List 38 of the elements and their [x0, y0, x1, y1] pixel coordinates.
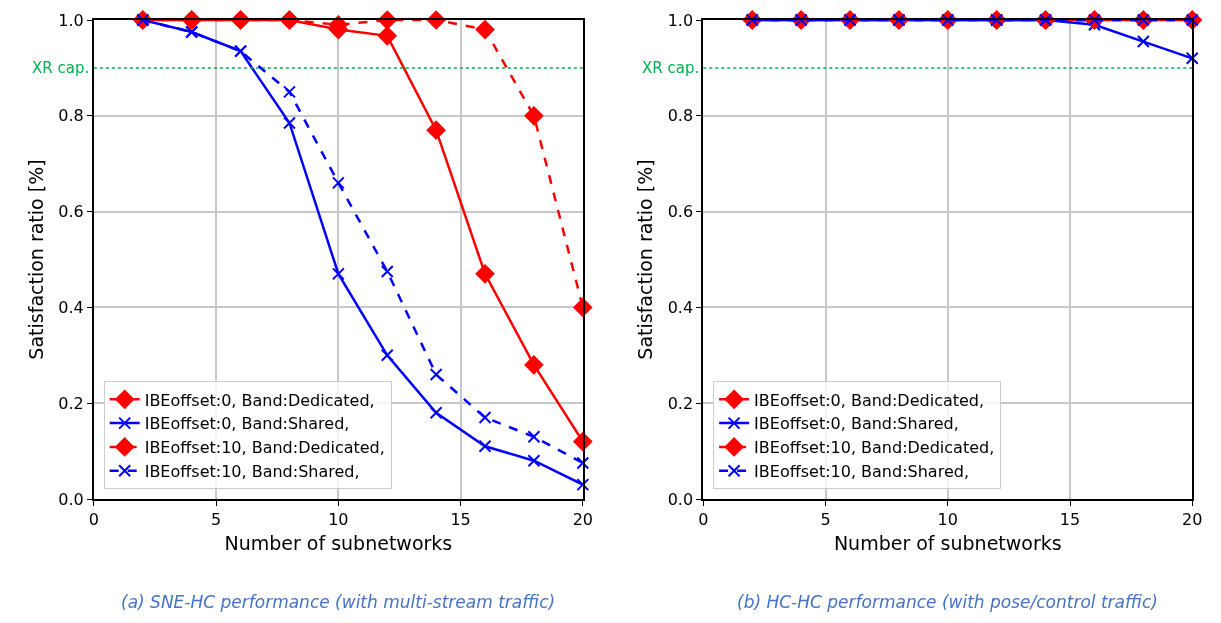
- y-tick-label: 0.4: [667, 298, 694, 317]
- x-axis-title: Number of subnetworks: [833, 531, 1062, 554]
- y-tick-label: 0.4: [58, 298, 84, 317]
- ref-line-label: XR cap.: [642, 59, 700, 77]
- y-tick-label: 0.0: [58, 489, 84, 509]
- x-axis-title: Number of subnetworks: [224, 531, 453, 554]
- legend-label: IBEoffset:10, Band:Dedicated,: [144, 438, 385, 458]
- y-tick-label: 0.2: [58, 393, 84, 413]
- y-tick-label: 0.8: [667, 106, 694, 126]
- x-tick-label: 0: [88, 510, 99, 530]
- y-tick-label: 1.0: [667, 10, 694, 30]
- x-tick-label: 10: [937, 510, 958, 530]
- text: (b) HC-HC performance (with pose/control traffic): [737, 592, 1158, 612]
- x-tick-label: 15: [450, 510, 471, 530]
- x-tick-label: 5: [820, 510, 831, 530]
- legend-label: IBEoffset:0, Band:Shared,: [144, 414, 350, 434]
- text: (a) SNE-HC performance (with multi-stream traffic): [121, 592, 556, 612]
- legend-label: IBEoffset:0, Band:Dedicated,: [754, 390, 985, 410]
- x-tick-label: 20: [1182, 510, 1203, 530]
- y-tick-label: 1.0: [58, 10, 84, 30]
- y-axis-title: Satisfaction ratio [%]: [24, 159, 47, 360]
- y-tick-label: 0.2: [667, 393, 694, 413]
- legend-label: IBEoffset:10, Band:Shared,: [144, 461, 360, 481]
- y-tick-label: 0.8: [58, 106, 84, 126]
- x-tick-label: 5: [211, 510, 222, 530]
- y-axis-title: Satisfaction ratio [%]: [634, 159, 657, 360]
- legend-label: IBEoffset:0, Band:Dedicated,: [144, 390, 375, 410]
- legend-label: IBEoffset:0, Band:Shared,: [754, 414, 959, 434]
- x-tick-label: 20: [572, 510, 593, 530]
- y-tick-label: 0.0: [667, 489, 694, 509]
- y-tick-label: 0.6: [667, 202, 694, 222]
- x-tick-label: 10: [328, 510, 349, 530]
- y-tick-label: 0.6: [58, 202, 84, 222]
- x-tick-label: 15: [1059, 510, 1081, 530]
- legend-label: IBEoffset:10, Band:Dedicated,: [754, 438, 995, 458]
- x-tick-label: 0: [698, 510, 709, 530]
- legend-label: IBEoffset:10, Band:Shared,: [754, 461, 969, 481]
- ref-line-label: XR cap.: [32, 59, 90, 77]
